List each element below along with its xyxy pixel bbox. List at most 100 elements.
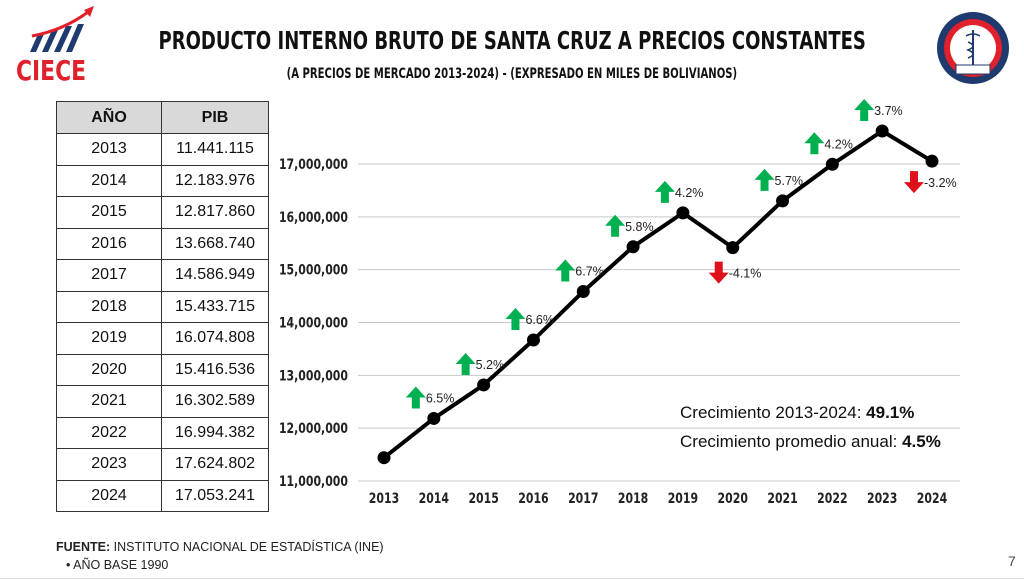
- data-point: [626, 240, 640, 254]
- data-point: [377, 451, 391, 465]
- x-tick-label: 2024: [917, 490, 948, 507]
- page-number: 7: [1008, 553, 1016, 569]
- y-tick-label: 14,000,000: [279, 314, 348, 331]
- base-year-note: • AÑO BASE 1990: [66, 558, 169, 572]
- year-cell: 2013: [56, 133, 162, 166]
- table-row: 2014 12.183.976: [56, 164, 269, 197]
- data-point: [875, 124, 889, 138]
- table-row: 2019 16.074.808: [56, 322, 269, 355]
- growth-label: 5.7%: [775, 174, 804, 188]
- data-point: [776, 194, 790, 208]
- x-tick-label: 2014: [419, 490, 450, 507]
- colegio-economistas-logo: [930, 10, 1016, 86]
- x-tick-label: 2017: [568, 490, 598, 507]
- data-point: [576, 284, 590, 298]
- data-point: [676, 206, 690, 220]
- arrow-up-icon: [605, 214, 626, 237]
- y-tick-label: 16,000,000: [279, 208, 348, 225]
- year-cell: 2024: [56, 479, 162, 512]
- table-row: 2020 15.416.536: [56, 353, 269, 386]
- arrow-down-icon: [708, 261, 729, 284]
- header-pib: PIB: [161, 101, 269, 134]
- x-tick-label: 2019: [668, 490, 698, 507]
- year-cell: 2019: [56, 322, 162, 355]
- logo-text: CIECE: [16, 54, 87, 87]
- page-subtitle: (A PRECIOS DE MERCADO 2013-2024) - (EXPR…: [286, 66, 738, 82]
- y-tick-label: 13,000,000: [279, 367, 348, 384]
- growth-label: 3.7%: [874, 104, 903, 118]
- arrow-up-icon: [804, 132, 825, 155]
- growth-label: 4.2%: [675, 186, 704, 200]
- header-year: AÑO: [56, 101, 162, 134]
- year-cell: 2016: [56, 227, 162, 260]
- growth-label: 5.2%: [476, 358, 505, 372]
- data-point: [477, 378, 491, 392]
- pib-line-chart: 11,000,000 12,000,000 13,000,000 14,000,000…: [279, 98, 960, 507]
- table-row: 2023 17.624.802: [56, 448, 269, 481]
- pib-cell: 16.994.382: [161, 416, 269, 449]
- data-point: [925, 154, 939, 168]
- data-point: [825, 157, 839, 171]
- arrow-up-icon: [455, 352, 476, 375]
- source-note: FUENTE: INSTITUTO NACIONAL DE ESTADÍSTIC…: [56, 540, 384, 554]
- y-tick-label: 12,000,000: [279, 420, 348, 437]
- table-row: 2024 17.053.241: [56, 479, 269, 512]
- arrow-up-icon: [505, 308, 526, 331]
- growth-label: 6.5%: [426, 391, 455, 405]
- growth-label: 6.7%: [575, 264, 604, 278]
- table-row: 2013 11.441.115: [56, 133, 269, 166]
- pib-cell: 15.433.715: [161, 290, 269, 323]
- table-header-row: AÑO PIB: [56, 101, 269, 134]
- pib-cell: 11.441.115: [161, 133, 269, 166]
- y-tick-label: 17,000,000: [279, 156, 348, 173]
- arrow-up-icon: [405, 386, 426, 409]
- pib-cell: 17.624.802: [161, 448, 269, 481]
- arrow-up-icon: [654, 180, 675, 203]
- growth-arrow-icon: [30, 6, 94, 52]
- series-line: [382, 128, 934, 460]
- growth-label: 6.6%: [525, 313, 554, 327]
- pib-cell: 16.302.589: [161, 385, 269, 418]
- pib-table: AÑO PIB 2013 11.441.115 2014 12.183.976 2015…: [56, 101, 269, 512]
- arrow-up-icon: [854, 98, 875, 121]
- page-title: PRODUCTO INTERNO BRUTO DE SANTA CRUZ A P…: [158, 26, 866, 55]
- pib-cell: 17.053.241: [161, 479, 269, 512]
- data-point: [526, 333, 540, 347]
- x-tick-label: 2020: [718, 490, 749, 507]
- y-tick-label: 11,000,000: [279, 473, 348, 490]
- arrow-down-icon: [904, 171, 924, 194]
- growth-total: Crecimiento 2013-2024: 49.1%: [680, 403, 915, 422]
- table-row: 2022 16.994.382: [56, 416, 269, 449]
- x-tick-label: 2016: [518, 490, 549, 507]
- arrow-up-icon: [555, 259, 576, 282]
- data-point: [726, 241, 740, 255]
- footer-divider: [0, 578, 1024, 579]
- growth-label: 4.2%: [824, 137, 853, 151]
- growth-average: Crecimiento promedio anual: 4.5%: [680, 432, 941, 451]
- arrow-up-icon: [754, 168, 775, 191]
- x-tick-label: 2021: [767, 490, 797, 507]
- growth-label: -4.1%: [729, 267, 762, 281]
- year-cell: 2014: [56, 164, 162, 197]
- x-tick-label: 2023: [867, 490, 897, 507]
- year-cell: 2017: [56, 259, 162, 292]
- x-tick-label: 2013: [369, 490, 399, 507]
- table-row: 2017 14.586.949: [56, 259, 269, 292]
- table-row: 2015 12.817.860: [56, 196, 269, 229]
- x-tick-label: 2018: [618, 490, 648, 507]
- data-point: [427, 411, 441, 425]
- pib-cell: 12.817.860: [161, 196, 269, 229]
- x-tick-label: 2015: [468, 490, 498, 507]
- year-cell: 2022: [56, 416, 162, 449]
- growth-label: -3.2%: [924, 176, 957, 190]
- table-row: 2016 13.668.740: [56, 227, 269, 260]
- pib-cell: 16.074.808: [161, 322, 269, 355]
- pib-cell: 15.416.536: [161, 353, 269, 386]
- ciece-logo: CIECE: [14, 4, 96, 90]
- year-cell: 2020: [56, 353, 162, 386]
- growth-label: 5.8%: [625, 220, 654, 234]
- year-cell: 2015: [56, 196, 162, 229]
- x-tick-label: 2022: [817, 490, 847, 507]
- y-tick-label: 15,000,000: [279, 261, 348, 278]
- year-cell: 2018: [56, 290, 162, 323]
